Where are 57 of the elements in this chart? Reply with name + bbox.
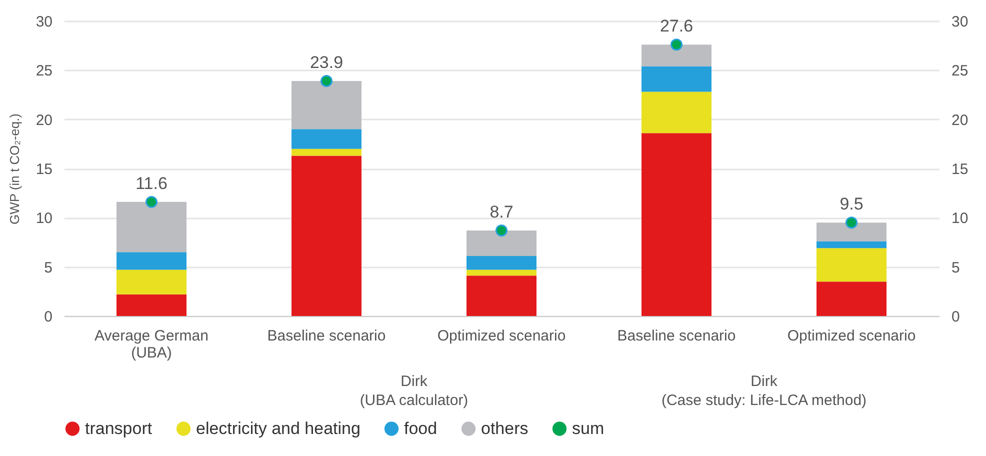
- y2-tick-label: 10: [952, 210, 968, 228]
- bar: [466, 256, 536, 270]
- point: [670, 38, 682, 51]
- text: Dirk (Case study: Life-LCA method): [661, 373, 867, 409]
- x-tick-label: Optimized scenario: [437, 328, 566, 344]
- data-label: 11.6: [136, 174, 168, 193]
- bar: [116, 270, 186, 294]
- bar: [642, 66, 712, 92]
- point: [146, 196, 158, 208]
- legend-label: sum: [572, 418, 604, 438]
- y2-tick-label: 5: [952, 259, 960, 276]
- data-label: 9.5: [840, 194, 864, 214]
- data-label: 27.6: [660, 16, 694, 36]
- x-tick-label: Baseline scenario: [267, 328, 386, 344]
- legend-label: electricity and heating: [196, 418, 360, 438]
- y-tick-label: 20: [36, 112, 52, 129]
- legend-label: transport: [85, 418, 152, 438]
- bar: [292, 129, 362, 149]
- point: [496, 224, 508, 236]
- y2-tick-label: 20: [952, 112, 968, 129]
- legend-label: others: [481, 418, 528, 438]
- data-label: 23.9: [310, 52, 344, 72]
- x-tick-label: Optimized scenario: [787, 328, 916, 344]
- y-tick-label: 30: [36, 14, 52, 30]
- point: [320, 75, 332, 87]
- bar: [292, 156, 362, 316]
- y-tick-label: 0: [44, 308, 52, 326]
- y-axis-title: GWP (in t CO₂-eq.): [6, 114, 22, 224]
- y-tick-label: 5: [44, 259, 52, 276]
- y-tick-label: 10: [36, 210, 52, 228]
- bar: [466, 230, 536, 256]
- bar: [816, 282, 886, 316]
- bar: [292, 80, 362, 130]
- y-tick-label: 25: [36, 62, 52, 80]
- bar: [466, 270, 536, 276]
- x-tick-label: Average German (UBA): [94, 328, 208, 362]
- bar: [116, 252, 186, 270]
- bar: [292, 148, 362, 156]
- bar: [642, 92, 712, 134]
- point: [846, 216, 858, 229]
- y2-tick-label: 15: [952, 161, 968, 178]
- y-tick-label: 15: [36, 161, 52, 178]
- x-tick-label: Baseline scenario: [617, 328, 736, 344]
- y2-tick-label: 30: [952, 14, 968, 30]
- bar: [466, 276, 536, 316]
- data-label: 8.7: [490, 202, 514, 222]
- bar: [642, 44, 712, 66]
- bar: [816, 241, 886, 248]
- bar: [642, 133, 712, 316]
- text: Dirk (UBA calculator): [360, 373, 468, 409]
- y2-tick-label: 0: [952, 308, 960, 326]
- bar: [816, 222, 886, 242]
- bar: [116, 294, 186, 316]
- y2-tick-label: 25: [952, 62, 968, 80]
- legend-label: food: [404, 418, 438, 438]
- bar: [816, 248, 886, 282]
- bar: [116, 202, 186, 252]
